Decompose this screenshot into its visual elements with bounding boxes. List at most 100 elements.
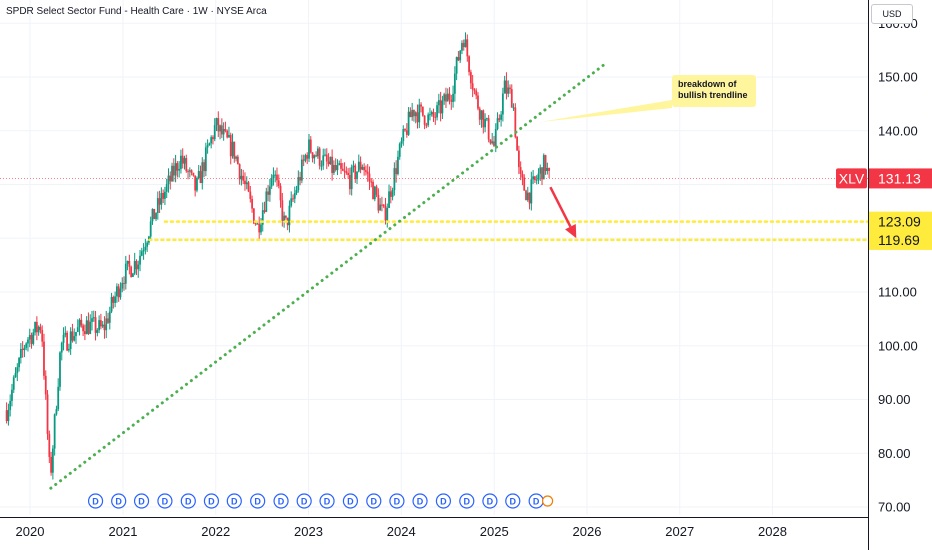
candle-body: [116, 286, 118, 297]
candle-body: [228, 134, 230, 138]
candle-body: [201, 162, 204, 184]
candle-body: [260, 224, 262, 233]
dividend-marker[interactable]: [412, 493, 428, 509]
candle-body: [333, 165, 335, 173]
candle-body: [91, 318, 93, 322]
candle-body: [197, 171, 200, 178]
candle-body: [57, 386, 60, 410]
candle-body: [73, 336, 76, 341]
candle-body: [452, 93, 454, 102]
candle-body: [306, 155, 309, 159]
split-marker[interactable]: [541, 495, 554, 507]
candle-body: [318, 148, 321, 166]
support-tag-label: 119.69: [878, 232, 920, 248]
candle-body: [340, 163, 342, 169]
candle-body: [9, 400, 12, 410]
dividend-marker[interactable]: [226, 493, 242, 509]
dividend-marker-label: D: [533, 497, 540, 507]
dividend-marker[interactable]: [203, 493, 220, 509]
candle-body: [302, 159, 305, 161]
y-tick-label: 80.00: [878, 446, 911, 461]
candle-body: [441, 100, 444, 114]
candle-body: [82, 325, 85, 332]
candle-body: [156, 198, 159, 214]
candle-body: [108, 311, 111, 323]
dividend-marker[interactable]: [111, 493, 127, 509]
dividend-marker[interactable]: [389, 493, 405, 509]
dividend-marker[interactable]: [87, 493, 104, 509]
dividend-marker[interactable]: [482, 493, 498, 509]
candle-body: [377, 194, 380, 211]
candle-body: [265, 191, 268, 212]
y-tick-label: 150.00: [878, 70, 918, 85]
x-tick-label: 2025: [480, 524, 509, 539]
candle-body: [489, 139, 492, 144]
candle-body: [336, 165, 339, 171]
candle-body: [453, 73, 456, 94]
currency-selector[interactable]: USD: [871, 4, 913, 24]
candle-body: [290, 198, 293, 206]
candle-body: [124, 263, 127, 284]
candle-body: [267, 191, 269, 195]
candle-body: [299, 177, 302, 181]
x-tick-label: 2026: [573, 524, 602, 539]
candle-body: [304, 155, 307, 161]
candle-body: [190, 170, 193, 173]
candle-body: [313, 155, 316, 159]
candle-body: [300, 159, 303, 181]
candle-body: [261, 210, 264, 225]
candle-body: [35, 321, 38, 333]
y-tick-label: 140.00: [878, 123, 918, 138]
candle-body: [398, 143, 401, 157]
dividend-marker[interactable]: [133, 493, 150, 509]
candle-body: [208, 143, 211, 146]
candle-body: [5, 410, 8, 421]
candle-body: [121, 282, 124, 289]
candle-body: [548, 167, 551, 171]
candle-body: [539, 167, 542, 174]
dividend-marker[interactable]: [459, 493, 475, 509]
candle-body: [244, 180, 246, 185]
candle-body: [229, 134, 232, 157]
candle-body: [59, 352, 61, 387]
dividend-marker[interactable]: [366, 493, 382, 509]
bullish-trendline: [49, 62, 608, 490]
candle-body: [231, 141, 234, 157]
dividend-marker[interactable]: [250, 493, 266, 509]
candle-body: [66, 332, 68, 351]
dividend-marker[interactable]: [435, 493, 452, 509]
candle-body: [349, 175, 351, 190]
candle-body: [27, 339, 29, 344]
last-price-tag: [869, 168, 932, 189]
candle-body: [46, 394, 49, 434]
candle-body: [252, 208, 255, 224]
candle-body: [39, 326, 42, 330]
candle-body: [192, 172, 195, 176]
dividend-marker[interactable]: [505, 493, 521, 509]
candle-body: [92, 317, 95, 319]
overlays: [0, 62, 870, 490]
dividend-marker[interactable]: [342, 493, 359, 509]
candle-body: [500, 114, 502, 120]
candle-body: [505, 80, 508, 94]
dividend-marker[interactable]: [157, 493, 173, 509]
candle-body: [365, 170, 367, 172]
candle-body: [281, 200, 284, 221]
dividend-marker-label: D: [254, 497, 261, 507]
dividend-marker[interactable]: [273, 493, 289, 509]
candle-body: [439, 100, 442, 114]
candle-body: [7, 409, 10, 421]
dividend-marker[interactable]: [180, 493, 196, 509]
dividend-marker[interactable]: [319, 493, 335, 509]
candle-body: [530, 179, 533, 204]
dividend-marker-label: D: [231, 497, 238, 507]
candle-body: [80, 319, 83, 326]
candle-body: [114, 296, 117, 303]
candle-body: [89, 321, 92, 334]
candle-body: [212, 137, 214, 140]
candle-body: [382, 204, 385, 207]
candle-body: [404, 129, 406, 131]
dividend-marker[interactable]: [296, 493, 312, 509]
dividend-marker-label: D: [347, 497, 354, 507]
